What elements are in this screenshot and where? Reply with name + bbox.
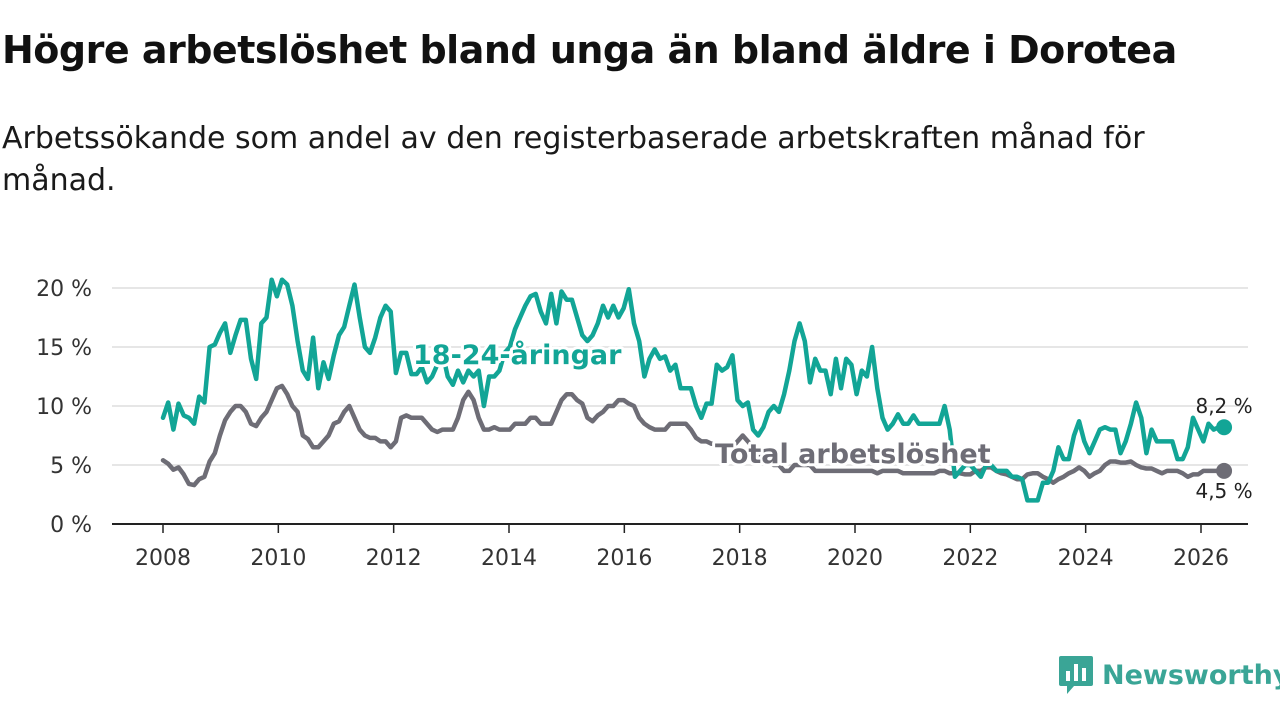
x-tick-label: 2014 (481, 546, 537, 571)
newsworthy-logo: Newsworthy (1058, 654, 1280, 696)
chart-title: Högre arbetslöshet bland unga än bland ä… (2, 28, 1177, 72)
x-tick-label: 2012 (366, 546, 422, 571)
chart-subtitle: Arbetssökande som andel av den registerb… (2, 121, 1145, 198)
y-tick-label: 10 % (36, 395, 92, 420)
x-tick-label: 2008 (135, 546, 191, 571)
y-tick-label: 0 % (50, 513, 92, 538)
x-tick-label: 2022 (942, 546, 998, 571)
youth-series-line (160, 277, 1227, 503)
x-tick-label: 2020 (827, 546, 883, 571)
y-tick-label: 20 % (36, 277, 92, 302)
x-tick-label: 2026 (1173, 546, 1229, 571)
total-end-dot (1216, 462, 1233, 479)
x-tick-label: 2024 (1058, 546, 1114, 571)
x-tick-label: 2010 (250, 546, 306, 571)
youth-end-label: 8,2 % (1195, 394, 1252, 418)
total-end-label: 4,5 % (1195, 479, 1252, 503)
y-tick-label: 5 % (50, 454, 92, 479)
y-tick-label: 15 % (36, 336, 92, 361)
x-tick-label: 2016 (596, 546, 652, 571)
total-series-label: Total arbetslöshet (715, 439, 991, 470)
youth-series-label: 18-24-åringar (413, 339, 622, 371)
brand-name: Newsworthy (1102, 659, 1280, 691)
x-tick-label: 2018 (712, 546, 768, 571)
youth-end-dot (1216, 419, 1233, 436)
bar-chart-speech-bubble-icon (1059, 656, 1093, 694)
total-series-line (160, 383, 1227, 488)
